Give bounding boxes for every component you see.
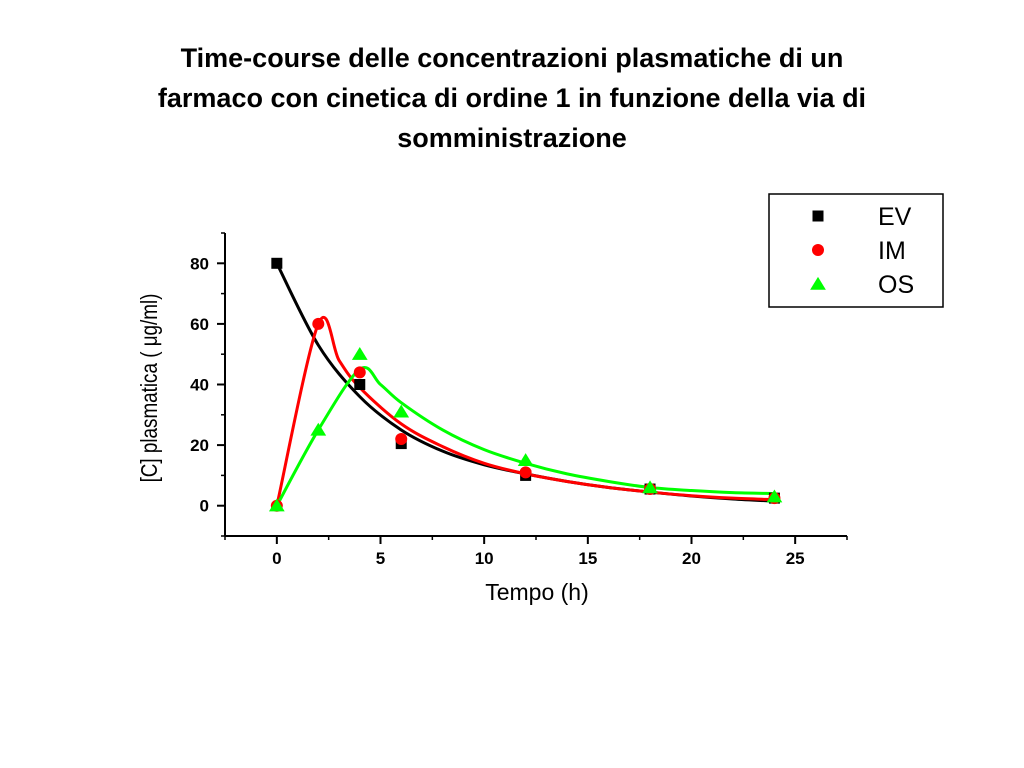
data-point-ev (354, 379, 366, 390)
legend-box (768, 193, 944, 308)
data-point-os (642, 480, 658, 494)
fit-curve-im (275, 315, 775, 507)
title-line-2: farmaco con cinetica di ordine 1 in funz… (157, 83, 867, 113)
legend-marker-ev (812, 210, 824, 222)
legend: EV IM OS (768, 193, 944, 308)
title-line-3: somministrazione (397, 123, 627, 153)
data-point-ev (271, 257, 283, 269)
x-tick-label: 15 (578, 549, 597, 568)
data-point-os (517, 453, 534, 466)
legend-label-ev: EV (878, 203, 912, 231)
y-tick-label: 20 (190, 436, 209, 455)
x-tick-label: 20 (682, 549, 701, 568)
x-axis-label: Tempo (h) (485, 579, 589, 605)
title-line-1: Time-course delle concentrazioni plasmat… (180, 43, 844, 73)
data-point-im (519, 466, 532, 479)
data-point-os (268, 498, 285, 512)
x-tick-label: 25 (786, 549, 805, 568)
data-point-os (393, 404, 410, 418)
legend-label-im: IM (878, 237, 906, 265)
legend-label-os: OS (878, 271, 914, 299)
data-points (268, 257, 783, 512)
x-tick-label: 5 (376, 549, 385, 568)
data-point-os (310, 422, 327, 436)
legend-marker-im (812, 244, 824, 256)
data-point-im (353, 366, 366, 379)
x-tick-label: 10 (475, 549, 494, 568)
axes: 0 5 10 15 20 25 0 20 40 60 80 Tempo (h) [C] plasmati… (137, 232, 848, 605)
data-point-os (766, 489, 783, 503)
y-tick-label: 40 (190, 376, 209, 395)
data-point-os (351, 347, 368, 360)
y-tick-label: 80 (190, 254, 209, 273)
x-tick-label: 0 (272, 549, 281, 568)
data-point-im (312, 317, 325, 330)
y-tick-label: 0 (200, 497, 209, 516)
page-title: Time-course delle concentrazioni plasmat… (40, 38, 984, 158)
y-axis-label: [C] plasmatica ( μg/ml) (137, 294, 162, 483)
data-point-im (395, 433, 408, 446)
legend-marker-os (810, 276, 826, 290)
y-tick-label: 60 (190, 315, 209, 334)
